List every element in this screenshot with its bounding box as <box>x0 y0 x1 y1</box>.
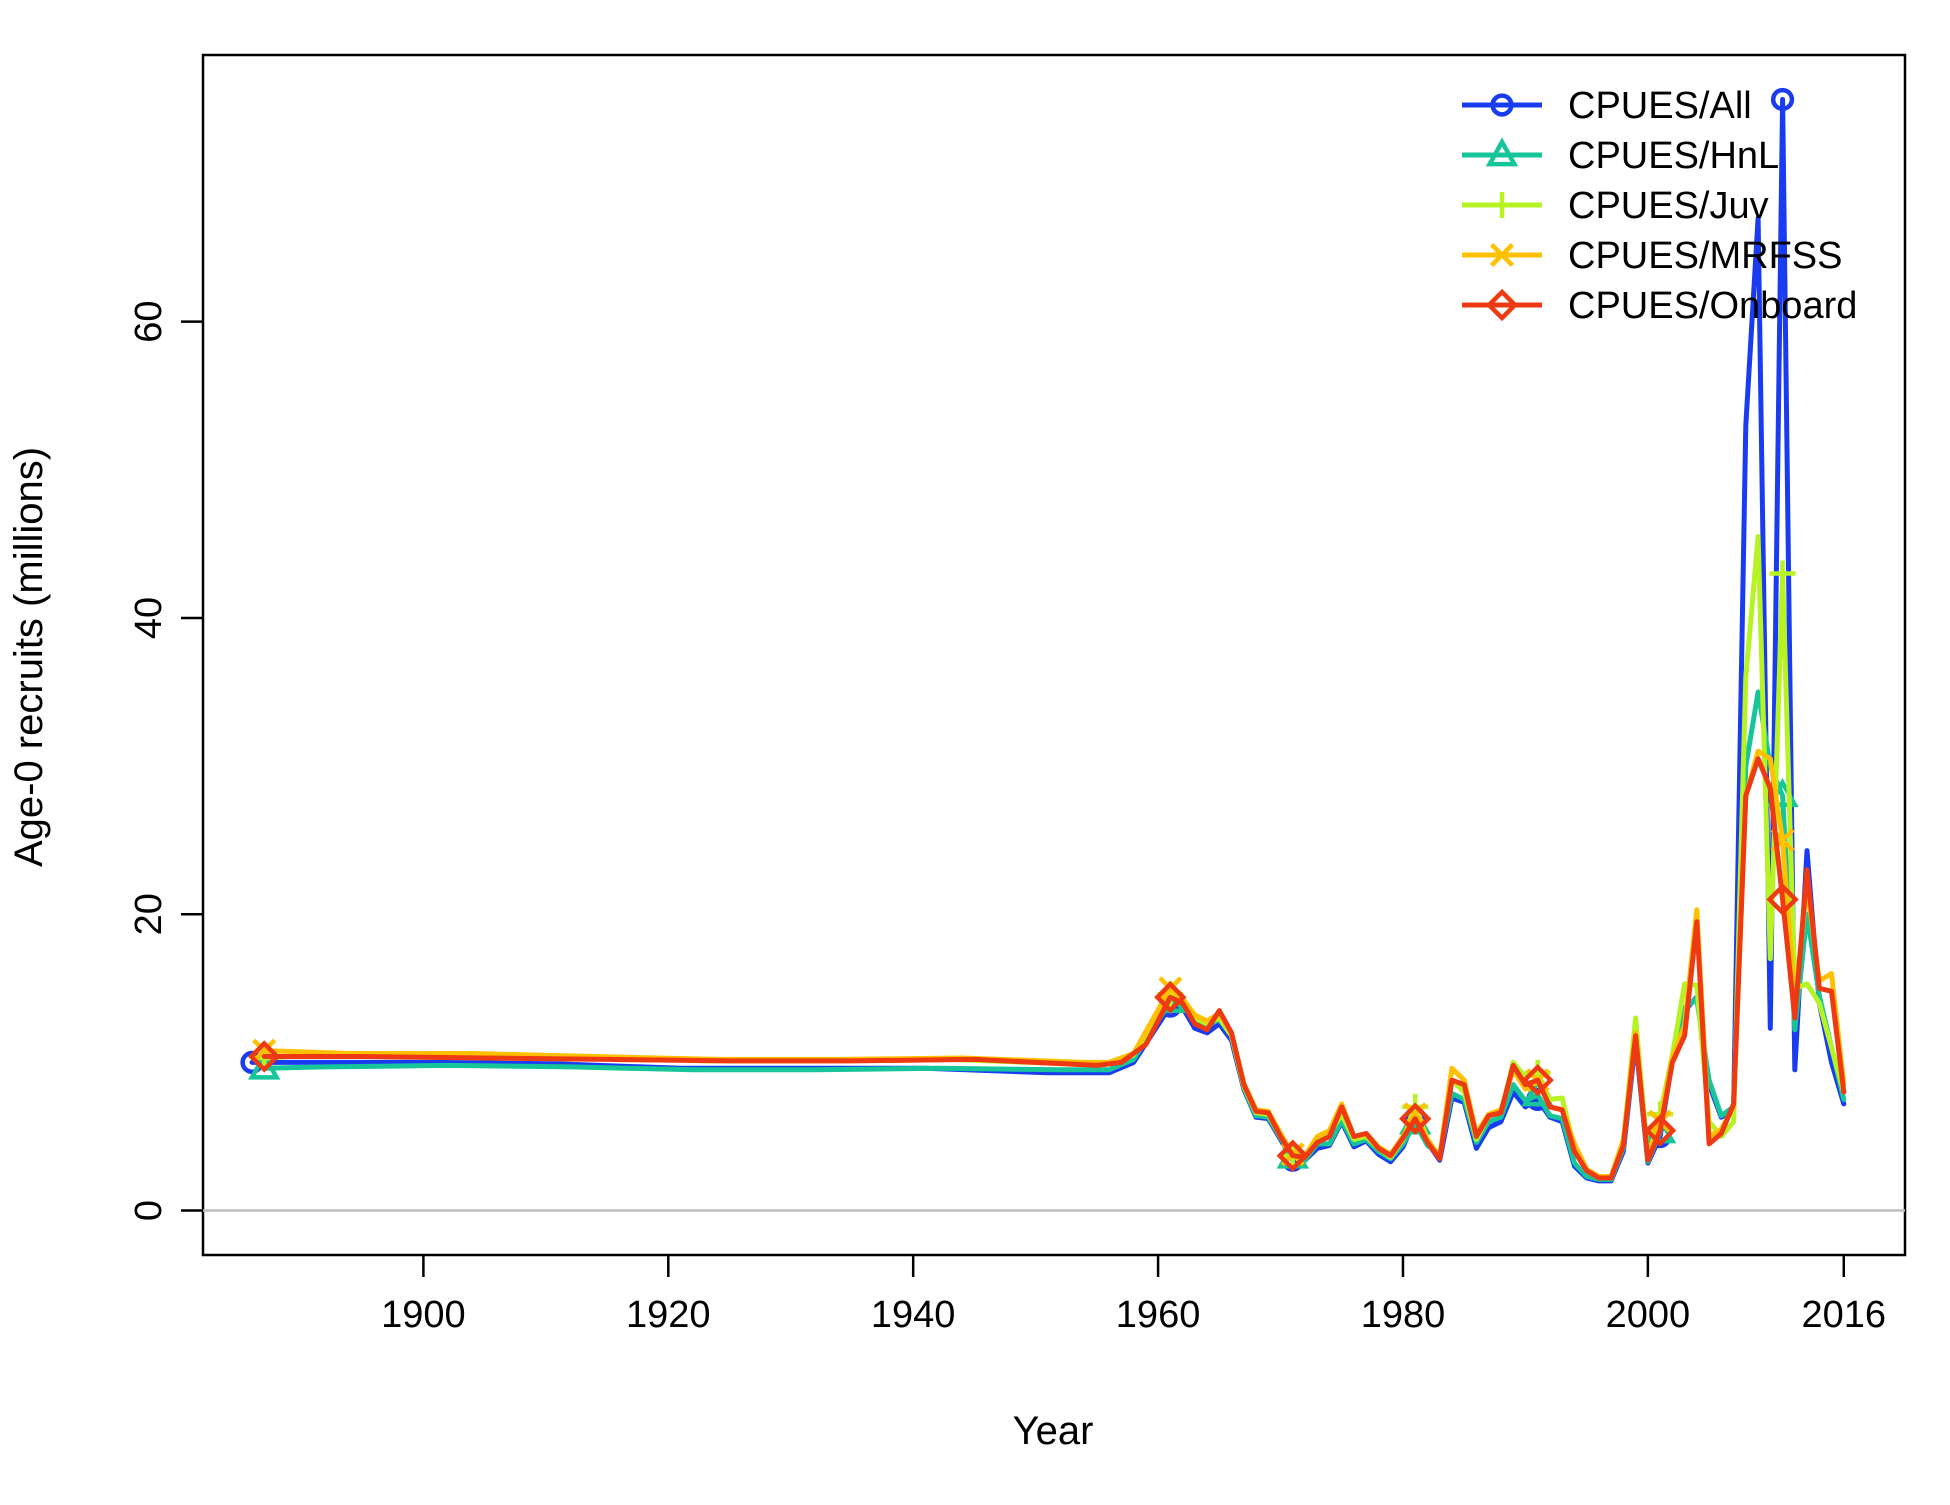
marker-diamond <box>1643 1114 1677 1147</box>
y-tick-label: 20 <box>128 893 170 935</box>
x-tick-label: 1920 <box>626 1294 711 1336</box>
y-tick-label: 0 <box>128 1200 170 1221</box>
marker-diamond <box>1154 981 1187 1014</box>
marker-diamond <box>1766 883 1799 916</box>
marker-plus <box>1489 192 1515 218</box>
marker-circle <box>1770 87 1795 112</box>
x-tick-label: 1900 <box>381 1294 466 1336</box>
marker-x <box>1403 1102 1428 1127</box>
legend-label: CPUES/HnL <box>1568 135 1779 177</box>
marker-x <box>1490 243 1514 267</box>
x-tick-label: 1980 <box>1361 1294 1446 1336</box>
marker-diamond <box>1521 1064 1554 1097</box>
marker-diamond <box>1485 288 1519 322</box>
x-tick-label: 1940 <box>871 1294 956 1336</box>
legend-label: CPUES/All <box>1568 85 1752 127</box>
plot-frame <box>201 53 1907 1257</box>
x-tick-label: 1960 <box>1116 1294 1201 1336</box>
legend-item: CPUES/HnL <box>1462 135 1779 177</box>
series-cpues-onboard <box>248 756 1847 1181</box>
legend-item: CPUES/MRFSS <box>1462 235 1842 277</box>
x-tick-label: 2016 <box>1802 1294 1887 1336</box>
marker-diamond <box>1399 1102 1432 1135</box>
legend-label: CPUES/MRFSS <box>1568 235 1842 277</box>
y-tick-label: 40 <box>128 597 170 639</box>
legend-item: CPUES/Onboard <box>1462 285 1857 327</box>
marker-diamond <box>1276 1139 1309 1172</box>
series-group <box>240 87 1847 1184</box>
marker-circle <box>1490 93 1514 117</box>
marker-triangle <box>1485 137 1519 167</box>
legend: CPUES/All CPUES/HnL CPUES/Juv CPUES/MRFSS CP… <box>1462 85 1857 327</box>
legend-item: CPUES/Juv <box>1462 185 1769 227</box>
x-axis-label: Year <box>1013 1409 1094 1453</box>
x-tick-label: 2000 <box>1606 1294 1691 1336</box>
marker-plus <box>1769 560 1796 587</box>
y-tick-label: 60 <box>128 301 170 343</box>
legend-label: CPUES/Onboard <box>1568 285 1857 327</box>
marker-diamond <box>248 1040 281 1073</box>
y-axis-label: Age-0 recruits (millions) <box>7 447 51 867</box>
legend-item: CPUES/All <box>1462 85 1752 127</box>
legend-label: CPUES/Juv <box>1568 185 1769 227</box>
axes: 1900 1920 1940 1960 1980 2000 2016 0 20 40 60 <box>128 53 1907 1336</box>
marker-x <box>1158 976 1183 1001</box>
